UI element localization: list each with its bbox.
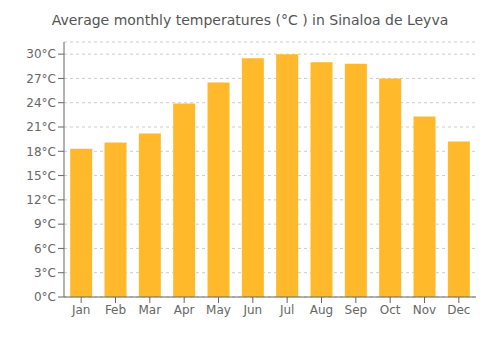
svg-text:Mar: Mar bbox=[139, 303, 162, 317]
svg-text:6°C: 6°C bbox=[34, 242, 56, 256]
svg-text:12°C: 12°C bbox=[26, 193, 56, 207]
svg-text:Jul: Jul bbox=[279, 303, 294, 317]
html-text:Average monthly temperatures (: Average monthly temperatures (°C ) in Si… bbox=[51, 12, 449, 28]
svg-text:9°C: 9°C bbox=[34, 217, 56, 231]
svg-text:Dec: Dec bbox=[447, 303, 470, 317]
svg-text:May: May bbox=[206, 303, 231, 317]
svg-text:Feb: Feb bbox=[105, 303, 126, 317]
svg-text:3°C: 3°C bbox=[34, 266, 56, 280]
svg-text:Apr: Apr bbox=[174, 303, 195, 317]
svg-text:15°C: 15°C bbox=[26, 169, 56, 183]
svg-text:24°C: 24°C bbox=[26, 96, 56, 110]
svg-text:18°C: 18°C bbox=[26, 145, 56, 159]
svg-text:21°C: 21°C bbox=[26, 120, 56, 134]
svg-text:0°C: 0°C bbox=[34, 290, 56, 304]
svg-text:Jun: Jun bbox=[242, 303, 262, 317]
svg-text:Oct: Oct bbox=[380, 303, 401, 317]
svg-text:Sep: Sep bbox=[345, 303, 368, 317]
svg-text:Jan: Jan bbox=[71, 303, 91, 317]
svg-text:Aug: Aug bbox=[310, 303, 333, 317]
svg-text:27°C: 27°C bbox=[26, 72, 56, 86]
svg-text:30°C: 30°C bbox=[26, 47, 56, 61]
svg-text:Nov: Nov bbox=[413, 303, 436, 317]
